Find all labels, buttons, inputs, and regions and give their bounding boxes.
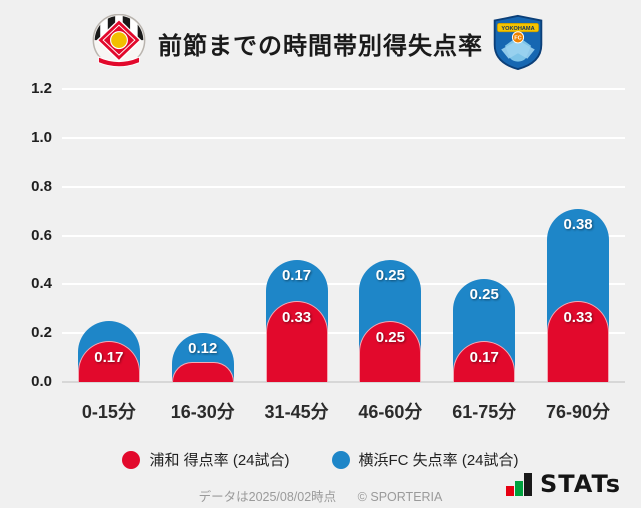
- data-date-note: データは2025/08/02時点: [198, 490, 337, 504]
- bar-group-16-30分: 0.12: [156, 89, 250, 382]
- gridline-1.2: [62, 88, 625, 90]
- y-tick-label: 0.8: [31, 177, 52, 195]
- stats-brand-text: STATs: [540, 470, 621, 498]
- urawa-reds-logo-icon: [90, 13, 148, 70]
- legend-item-yokohama: 横浜FC 失点率 (24試合): [331, 449, 519, 470]
- bar-group-31-45分: 0.17 0.33: [250, 89, 344, 382]
- bar-value-label: 0.17: [94, 348, 124, 366]
- page-title: 前節までの時間帯別得失点率: [158, 33, 483, 60]
- y-tick-label: 0.2: [31, 324, 52, 342]
- bar-value-label: 0.38: [563, 215, 593, 233]
- urawa-scored-bar: 0.25: [359, 320, 422, 382]
- bar-value-label: 0.17: [281, 266, 312, 284]
- bar-value-label: 0.25: [469, 286, 499, 304]
- x-axis-label: 76-90分: [546, 402, 611, 422]
- bar-group-46-60分: 0.25 0.25: [343, 89, 437, 382]
- plot-area: 0.17 0.12 0.17 0.33 0.25 0.25 0.25 0.17 0.38 0.33: [62, 88, 625, 383]
- legend-label: 浦和 得点率 (24試合): [149, 452, 290, 469]
- legend-item-urawa: 浦和 得点率 (24試合): [122, 449, 290, 470]
- yokohama-logo-text: YOKOHAMA: [501, 26, 534, 32]
- x-axis-label: 31-45分: [264, 402, 329, 422]
- yokohama-logo-badge: FC: [514, 36, 521, 42]
- footer-note: データは2025/08/02時点 © SPORTERIA: [0, 486, 641, 505]
- gridline-0.2: [62, 332, 625, 335]
- urawa-scored-bar: 0.33: [265, 301, 328, 382]
- urawa-scored-bar: 0.33: [547, 301, 610, 382]
- bar-group-61-75分: 0.25 0.17: [437, 89, 531, 382]
- gridline-0.6: [62, 234, 625, 237]
- gridline-0.8: [62, 185, 625, 188]
- bar-value-label: 0.12: [188, 340, 218, 358]
- y-tick-label: 0.0: [31, 373, 52, 390]
- yokohama-legend-dot-icon: [331, 450, 350, 469]
- bar-group-76-90分: 0.38 0.33: [531, 89, 625, 382]
- bar-value-label: 0.33: [281, 309, 312, 327]
- urawa-scored-bar: 0.17: [77, 340, 140, 382]
- y-tick-label: 1.0: [31, 128, 52, 146]
- x-axis: 0-15分 16-30分 31-45分 46-60分 61-75分 76-90分: [62, 398, 625, 424]
- bar-value-label: 0.33: [563, 309, 593, 327]
- copyright: © SPORTERIA: [357, 490, 443, 504]
- urawa-scored-bar: [171, 362, 234, 382]
- bar-value-label: 0.17: [469, 348, 499, 366]
- bar-series: 0.17 0.12 0.17 0.33 0.25 0.25 0.25 0.17 0.38 0.33: [62, 89, 625, 382]
- x-axis-label: 16-30分: [170, 402, 235, 422]
- bar-value-label: 0.25: [375, 328, 405, 346]
- gridline-1.0: [62, 136, 625, 139]
- chart-legend: 浦和 得点率 (24試合) 横浜FC 失点率 (24試合): [0, 449, 641, 470]
- stats-logo: STATs: [506, 470, 621, 498]
- y-tick-label: 0.6: [31, 226, 52, 244]
- x-axis-label: 61-75分: [452, 402, 517, 422]
- y-tick-label: 1.2: [31, 80, 52, 97]
- x-axis-label: 0-15分: [81, 402, 136, 422]
- urawa-legend-dot-icon: [122, 450, 141, 469]
- y-tick-label: 0.4: [31, 275, 52, 293]
- gridline-0.0: [62, 381, 625, 383]
- legend-label: 横浜FC 失点率 (24試合): [358, 452, 519, 469]
- gridline-0.4: [62, 283, 625, 286]
- bar-group-0-15分: 0.17: [62, 89, 156, 382]
- bar-value-label: 0.25: [375, 266, 405, 284]
- yokohama-fc-logo-icon: YOKOHAMA FC: [489, 14, 547, 71]
- bar-chart-icon: [506, 473, 533, 496]
- x-axis-label: 46-60分: [358, 402, 423, 422]
